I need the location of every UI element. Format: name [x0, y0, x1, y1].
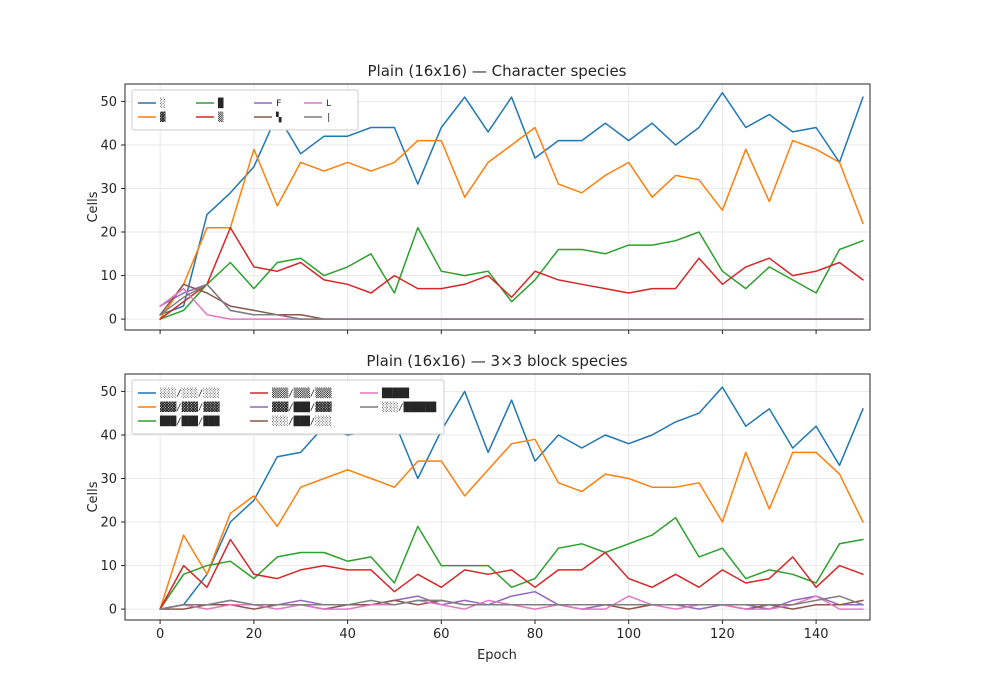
- chart2-series-line-2: [159, 516, 864, 610]
- legend-entry-label: ░░░/███/░░░: [272, 415, 332, 427]
- y-tick-label: 50: [100, 95, 117, 110]
- series-group: [159, 91, 864, 320]
- legend-entry-label: ▒▒▒/▒▒▒/▒▒▒: [272, 387, 332, 399]
- legend-entry-label: ▒: [218, 111, 224, 123]
- legend-entry-label: F: [276, 99, 281, 109]
- y-tick-label: 0: [109, 603, 117, 618]
- legend-entry-label: █: [217, 97, 224, 109]
- y-tick-label: 10: [100, 559, 117, 574]
- chart1-series-line-1: [159, 126, 864, 320]
- chart2-series-line-1: [159, 438, 864, 610]
- chart2-plot-area: 0 20 40 60 80 100 120 140 0 10 20 30 40 50 ░░░/░░░/░░░…: [100, 373, 871, 642]
- chart2-series-line-0: [159, 386, 864, 610]
- chart1-plot-area: 0 10 20 30 40 50 ░ ▓ █ ▒ F ▚ L |: [100, 83, 871, 334]
- x-axis-label: Epoch: [477, 648, 517, 663]
- y-tick-label: 40: [100, 139, 117, 154]
- legend-entry-label: ▓▓▓/▓▓▓/▓▓▓: [160, 401, 220, 413]
- legend-entry-label: ░: [160, 97, 165, 109]
- y-tick-label: 40: [100, 429, 117, 444]
- y-tick-label: 20: [100, 516, 117, 531]
- y-tick-label: 30: [100, 472, 117, 487]
- legend-entry-label: ▓: [160, 111, 166, 123]
- x-tick-label: 40: [339, 627, 356, 642]
- y-tick-label: 50: [100, 385, 117, 400]
- chart1-series-line-7: [159, 283, 864, 320]
- chart2-series-line-7: [159, 595, 864, 610]
- legend-entry-label: L: [326, 99, 331, 109]
- y-tick-label: 10: [100, 269, 117, 284]
- y-tick-label: 20: [100, 226, 117, 241]
- chart1-series-line-3: [159, 226, 864, 320]
- chart1-series-line-2: [159, 226, 864, 320]
- legend-box: [131, 89, 359, 131]
- legend-entry-label: ███/███/███: [159, 415, 220, 427]
- chart2-series-line-3: [159, 538, 864, 610]
- legend-entry-label: ▚: [275, 111, 282, 123]
- legend-entry-label: ░░░/██████: [382, 401, 437, 413]
- legend-entry-label: █████: [381, 387, 410, 399]
- chart1-title: Plain (16x16) — Character species: [368, 62, 627, 80]
- legend-entry-label: |: [326, 113, 331, 123]
- axes-frame: [124, 373, 871, 621]
- x-tick-label: 100: [616, 627, 641, 642]
- x-tick-label: 0: [156, 627, 164, 642]
- chart1-ylabel: Cells: [86, 191, 101, 222]
- x-tick-label: 140: [804, 627, 829, 642]
- legend-entry-label: ▓▓▓/███/▓▓▓: [272, 401, 332, 413]
- x-tick-label: 120: [710, 627, 735, 642]
- x-tick-label: 20: [246, 627, 263, 642]
- x-tick-label: 60: [433, 627, 450, 642]
- chart2-title: Plain (16x16) — 3×3 block species: [366, 352, 627, 370]
- series-group: [159, 386, 864, 610]
- y-tick-label: 30: [100, 182, 117, 197]
- chart2-ylabel: Cells: [86, 481, 101, 512]
- x-tick-label: 80: [527, 627, 544, 642]
- legend-entry-label: ░░░/░░░/░░░: [160, 387, 220, 399]
- y-tick-label: 0: [109, 313, 117, 328]
- axes-frame: [124, 83, 871, 331]
